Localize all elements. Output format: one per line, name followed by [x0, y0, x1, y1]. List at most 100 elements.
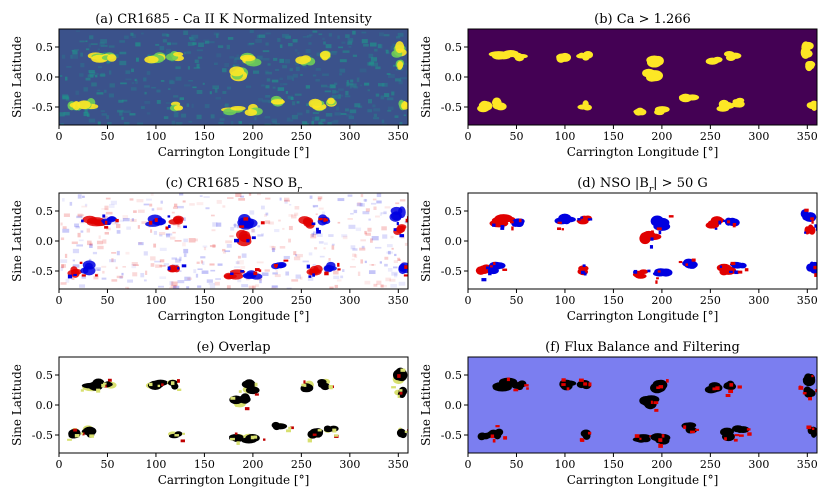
region-speck: [80, 389, 84, 392]
texture-cell: [371, 263, 374, 266]
texture-cell: [340, 113, 347, 115]
y-tick-label: -0.5: [441, 429, 462, 442]
texture-cell: [323, 247, 326, 250]
region-speck: [500, 227, 505, 230]
texture-cell: [369, 264, 376, 266]
texture-cell: [377, 44, 383, 49]
texture-cell: [156, 99, 161, 104]
region-blob: [309, 265, 319, 275]
texture-cell: [254, 116, 257, 121]
region-speck: [115, 218, 119, 223]
texture-cell: [384, 93, 390, 98]
texture-cell: [279, 197, 282, 201]
texture-cell: [256, 55, 263, 60]
texture-cell: [177, 225, 182, 229]
texture-cell: [337, 198, 345, 202]
texture-cell: [315, 213, 318, 216]
texture-cell: [210, 214, 215, 217]
texture-cell: [279, 58, 285, 63]
texture-cell: [165, 48, 171, 51]
texture-cell: [395, 78, 402, 82]
x-tick-label: 150: [603, 130, 624, 143]
texture-cell: [380, 284, 387, 288]
texture-cell: [297, 51, 300, 55]
texture-cell: [212, 85, 220, 90]
region-speck: [719, 265, 722, 268]
texture-cell: [182, 200, 186, 203]
texture-cell: [331, 51, 338, 53]
region-blob: [487, 267, 499, 275]
texture-cell: [173, 95, 179, 98]
texture-cell: [134, 78, 137, 82]
texture-cell: [189, 203, 195, 206]
texture-cell: [380, 95, 385, 100]
texture-cell: [79, 221, 85, 224]
texture-cell: [347, 194, 353, 197]
texture-cell: [88, 258, 92, 262]
texture-cell: [364, 230, 367, 235]
texture-cell: [278, 219, 281, 222]
texture-cell: [327, 85, 331, 88]
x-tick-label: 250: [700, 458, 721, 471]
texture-cell: [75, 90, 79, 95]
texture-cell: [377, 43, 382, 48]
region-blob: [323, 425, 332, 431]
x-tick-label: 150: [194, 130, 215, 143]
texture-cell: [166, 107, 170, 110]
texture-cell: [196, 89, 203, 94]
texture-cell: [95, 267, 101, 271]
region-blob: [808, 390, 816, 397]
texture-cell: [131, 264, 137, 269]
region-speck: [737, 270, 743, 274]
texture-cell: [380, 284, 384, 288]
texture-cell: [215, 278, 221, 280]
texture-cell: [384, 206, 391, 209]
texture-cell: [368, 270, 376, 275]
region-blob: [107, 54, 117, 62]
texture-cell: [222, 91, 227, 94]
texture-cell: [77, 232, 81, 238]
texture-cell: [233, 223, 237, 228]
texture-cell: [240, 265, 246, 269]
texture-cell: [138, 242, 144, 246]
texture-cell: [346, 83, 354, 86]
texture-cell: [359, 247, 366, 251]
region-speck: [580, 216, 583, 219]
region-blob: [802, 49, 813, 58]
region-speck: [312, 273, 315, 277]
texture-cell: [294, 49, 298, 52]
texture-cell: [322, 37, 325, 41]
region-speck: [728, 389, 734, 394]
texture-cell: [305, 85, 311, 89]
region-speck: [724, 437, 727, 441]
region-speck: [577, 218, 581, 221]
texture-cell: [222, 248, 226, 252]
regions-f: [477, 373, 817, 448]
texture-cell: [97, 89, 101, 92]
texture-cell: [354, 254, 358, 258]
region-speck: [260, 221, 265, 225]
region-speck: [251, 236, 256, 240]
texture-cell: [375, 66, 381, 70]
texture-cell: [258, 98, 263, 102]
texture-cell: [183, 248, 189, 254]
region-blob: [240, 393, 251, 404]
region-speck: [810, 217, 814, 220]
texture-cell: [179, 256, 182, 261]
texture-cell: [395, 202, 400, 205]
texture-cell: [194, 238, 198, 242]
region-blob: [479, 432, 487, 440]
texture-cell: [348, 115, 354, 120]
texture-cell: [277, 87, 285, 91]
texture-cell: [150, 229, 153, 233]
texture-cell: [373, 113, 378, 118]
texture-cell: [381, 123, 388, 125]
texture-cell: [350, 83, 357, 88]
region-blob: [706, 57, 718, 64]
texture-cell: [398, 80, 403, 85]
texture-cell: [384, 256, 389, 260]
panel-title-a: (a) CR1685 - Ca II K Normalized Intensit…: [95, 12, 372, 27]
region-speck: [582, 264, 586, 267]
plot-area-d: [468, 193, 817, 289]
region-speck: [73, 428, 78, 432]
